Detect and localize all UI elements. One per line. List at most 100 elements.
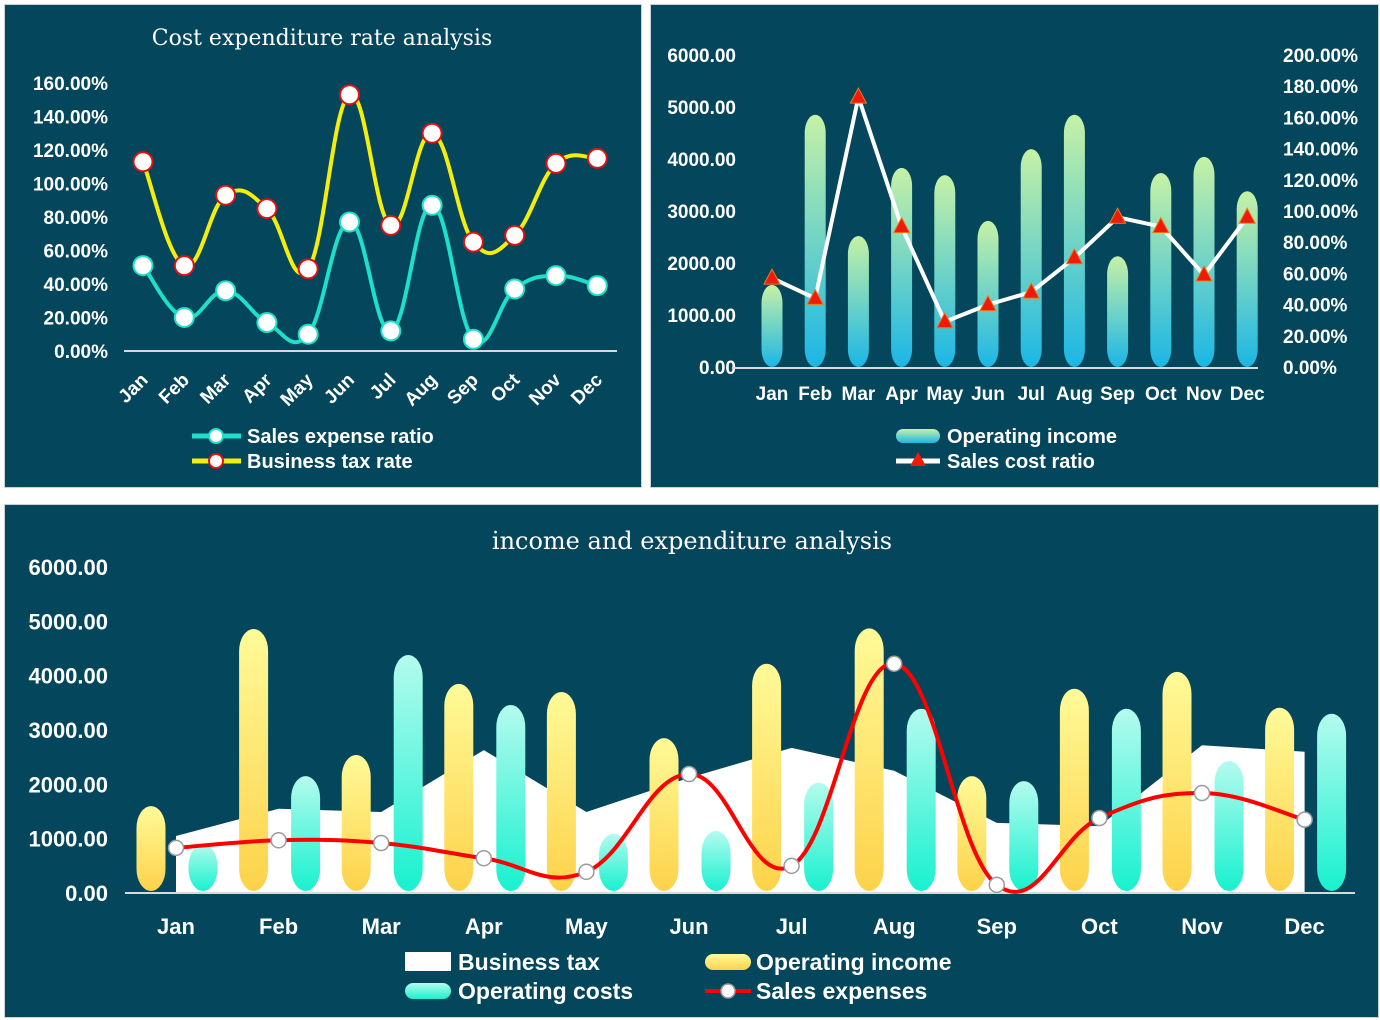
sales-expenses-marker [475, 849, 493, 867]
business-tax-rate-marker [586, 147, 608, 169]
x-tick-label: Sep [443, 370, 482, 409]
y-tick-label: 120.00% [33, 141, 108, 162]
sales-expense-ratio-marker [504, 278, 526, 300]
operating-income-bar [1162, 671, 1192, 891]
operating-income-bar [1020, 149, 1042, 367]
operating-income-bar [444, 683, 474, 891]
sales-cost-ratio-marker [1022, 282, 1041, 299]
y-tick-label: 1000.00 [667, 306, 736, 327]
operating-income-bar [136, 806, 166, 891]
operating-income-bar [854, 628, 884, 891]
y2-tick-label: 120.00% [1283, 171, 1358, 192]
income-expenditure-panel: income and expenditure analysis 0.00 1000… [5, 505, 1378, 1017]
operating-income-bar [1193, 156, 1215, 367]
operating-income-bar [1107, 256, 1129, 367]
sales-cost-ratio-marker [1108, 207, 1127, 224]
sales-cost-ratio-marker [1065, 247, 1084, 265]
operating-income-bar [649, 738, 679, 891]
operating-income-bar [804, 114, 826, 367]
sales-cost-ratio-marker [1238, 207, 1257, 224]
legend-marker-sales-expense-ratio [208, 428, 224, 444]
sales-expense-ratio-marker [462, 328, 484, 350]
x-tick-label: Feb [155, 370, 194, 409]
sales-expenses-marker [578, 863, 595, 881]
y2-tick-label: 180.00% [1283, 77, 1358, 98]
operating-costs-bar [1111, 708, 1141, 891]
x-tick-label: Dec [567, 369, 607, 409]
business-tax-rate-marker [297, 258, 319, 280]
sales-expense-ratio-marker [586, 275, 608, 297]
x-tick-label: Nov [1186, 384, 1222, 405]
sales-expense-ratio-marker [173, 307, 195, 328]
sales-expense-ratio-marker [339, 211, 360, 233]
operating-income-bar [1059, 688, 1089, 891]
sales-expenses-marker [988, 876, 1006, 894]
y-tick-label: 40.00% [44, 275, 109, 296]
x-tick-label: Mar [842, 384, 876, 405]
x-tick-label: Aug [1056, 384, 1093, 405]
y-tick-label: 60.00% [44, 242, 109, 263]
sales-expenses-marker [680, 765, 698, 783]
x-tick-label: May [565, 914, 609, 939]
operating-income-bar [934, 175, 956, 367]
legend-swatch-operating-costs [405, 983, 451, 999]
sales-expense-ratio-marker [132, 255, 154, 277]
sales-cost-ratio-marker [806, 288, 825, 305]
operating-costs-bar [598, 833, 628, 891]
y-tick-label: 100.00% [33, 175, 108, 196]
x-tick-label: Nov [1181, 914, 1223, 939]
operating-costs-bar [496, 705, 526, 891]
x-tick-label: Apr [238, 369, 276, 407]
operating-income-bar [957, 776, 987, 891]
business-tax-rate-marker [545, 152, 567, 174]
operating-income-bar [761, 284, 783, 367]
y2-tick-label: 20.00% [1283, 327, 1348, 348]
operating-income-bar [1265, 707, 1295, 891]
y-tick-label: 0.00% [54, 342, 108, 363]
y2-tick-label: 80.00% [1283, 233, 1348, 254]
x-tick-label: Oct [1081, 914, 1118, 939]
y-tick-label: 160.00% [33, 74, 108, 95]
y-tick-label: 5000.00 [28, 609, 108, 634]
operating-income-bar [341, 754, 371, 891]
x-tick-label: Apr [885, 384, 918, 405]
y-tick-label: 4000.00 [667, 150, 736, 171]
business-tax-rate-marker [462, 231, 484, 253]
operating-costs-bar [1009, 781, 1039, 891]
x-tick-label: May [926, 384, 963, 405]
y-tick-label: 3000.00 [667, 202, 736, 223]
x-tick-label: Jun [669, 914, 708, 939]
legend-marker-sales-expenses [720, 983, 736, 999]
business-tax-rate-marker [380, 214, 402, 236]
y-tick-label: 3000.00 [28, 718, 108, 743]
y-tick-label: 140.00% [33, 108, 108, 129]
business-tax-rate-line [141, 92, 598, 276]
sales-expenses-marker [885, 655, 903, 672]
x-tick-label: Dec [1230, 384, 1265, 405]
business-tax-rate-marker [215, 184, 237, 206]
x-tick-label: Nov [525, 369, 566, 410]
sales-expense-ratio-marker [256, 312, 278, 334]
legend-swatch-business-tax [405, 952, 451, 971]
y-tick-label: 6000.00 [667, 46, 736, 67]
y2-tick-label: 200.00% [1283, 46, 1358, 67]
business-tax-rate-marker [256, 198, 278, 220]
x-tick-label: Sep [977, 914, 1017, 939]
legend-marker-business-tax-rate [208, 453, 224, 469]
sales-expenses-marker [372, 834, 390, 852]
operating-costs-bar [701, 831, 731, 891]
legend-label-operating-income: Operating income [756, 949, 952, 975]
operating-costs-bar [906, 708, 936, 891]
sales-expenses-marker [783, 857, 800, 875]
x-tick-label: Aug [401, 370, 442, 411]
y2-tick-label: 60.00% [1283, 264, 1348, 285]
business-tax-rate-marker [339, 84, 360, 106]
sales-cost-ratio-marker [1195, 264, 1213, 282]
x-tick-label: Jul [776, 914, 808, 939]
operating-costs-bar [188, 844, 218, 891]
legend-marker-sales-cost-ratio [910, 452, 926, 466]
chart-title: income and expenditure analysis [492, 527, 892, 555]
cost-expenditure-rate-panel: Cost expenditure rate analysis 0.00% 20.0… [5, 5, 641, 487]
x-tick-label: Jan [756, 384, 789, 405]
business-tax-rate-marker [504, 224, 526, 246]
